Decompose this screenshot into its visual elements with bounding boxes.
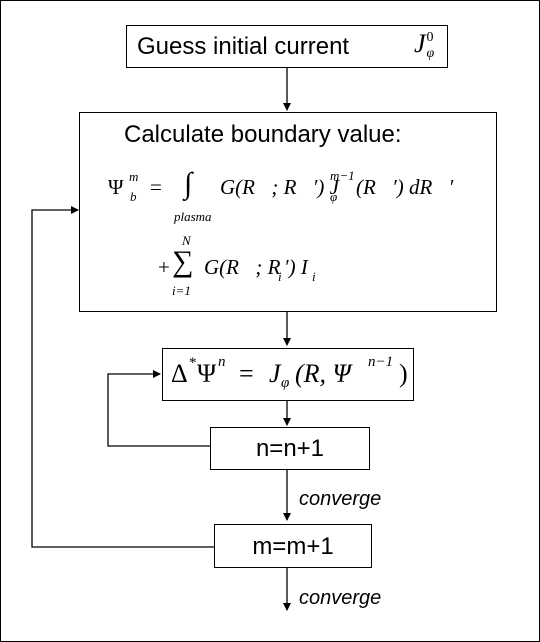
boundary-title: Calculate boundary value: [124,121,402,148]
n-increment-label: n=n+1 [255,435,325,462]
outer-loop-arrow [31,206,214,548]
converge-label-1: converge [299,488,382,510]
n-increment-box: n=n+1 [210,427,370,470]
boundary-equation-1: Ψ m b = ∫ plasma G(R⃗; R⃗′) J m−1 φ (R⃗′… [108,167,454,224]
gs-equation: Δ * Ψ n = J φ (R, Ψ n−1 ) [171,354,408,391]
m-increment-box: m=m+1 [214,524,372,568]
inner-loop-arrow [107,370,210,447]
m-increment-label: m=m+1 [252,533,334,560]
guess-label: Guess initial current [137,33,350,60]
grad-shafranov-equation-box: Δ * Ψ n = J φ (R, Ψ n−1 ) [162,348,414,401]
boundary-equation-2: + N ∑ i=1 G(R⃗; R⃗ i ′) I i [158,233,316,298]
converge-label-2: converge [299,587,382,609]
calculate-boundary-value-box: Calculate boundary value: Ψ m b = ∫ plas… [79,112,497,312]
